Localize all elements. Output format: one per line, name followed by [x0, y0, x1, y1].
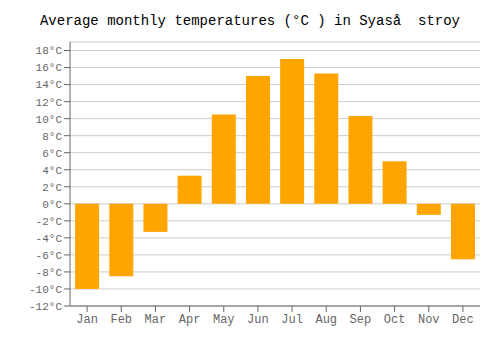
svg-text:6°C: 6°C — [42, 148, 62, 160]
svg-text:14°C: 14°C — [36, 79, 63, 91]
svg-text:18°C: 18°C — [36, 45, 63, 57]
svg-text:2°C: 2°C — [42, 182, 62, 194]
svg-text:Feb: Feb — [110, 313, 132, 327]
svg-text:Apr: Apr — [179, 313, 201, 327]
svg-text:0°C: 0°C — [42, 199, 62, 211]
svg-text:-4°C: -4°C — [36, 233, 63, 245]
svg-text:8°C: 8°C — [42, 131, 62, 143]
svg-text:16°C: 16°C — [36, 62, 63, 74]
svg-text:-6°C: -6°C — [36, 250, 63, 262]
svg-text:Jun: Jun — [247, 313, 269, 327]
svg-text:10°C: 10°C — [36, 114, 63, 126]
html-text:Average monthly temperatures (: Average monthly temperatures (°C ) in Sy… — [40, 13, 460, 29]
svg-text:4°C: 4°C — [42, 165, 62, 177]
svg-text:-10°C: -10°C — [29, 284, 62, 296]
svg-text:Nov: Nov — [418, 313, 440, 327]
svg-text:Aug: Aug — [315, 313, 337, 327]
svg-text:-2°C: -2°C — [36, 216, 63, 228]
svg-text:Jul: Jul — [281, 313, 303, 327]
svg-text:May: May — [213, 313, 235, 327]
svg-text:12°C: 12°C — [36, 97, 63, 109]
svg-text:Dec: Dec — [452, 313, 474, 327]
svg-text:-12°C: -12°C — [29, 301, 62, 313]
svg-text:Mar: Mar — [145, 313, 167, 327]
svg-text:Jan: Jan — [76, 313, 98, 327]
svg-text:Sep: Sep — [350, 313, 372, 327]
svg-text:-8°C: -8°C — [36, 267, 63, 279]
svg-text:Oct: Oct — [384, 313, 406, 327]
